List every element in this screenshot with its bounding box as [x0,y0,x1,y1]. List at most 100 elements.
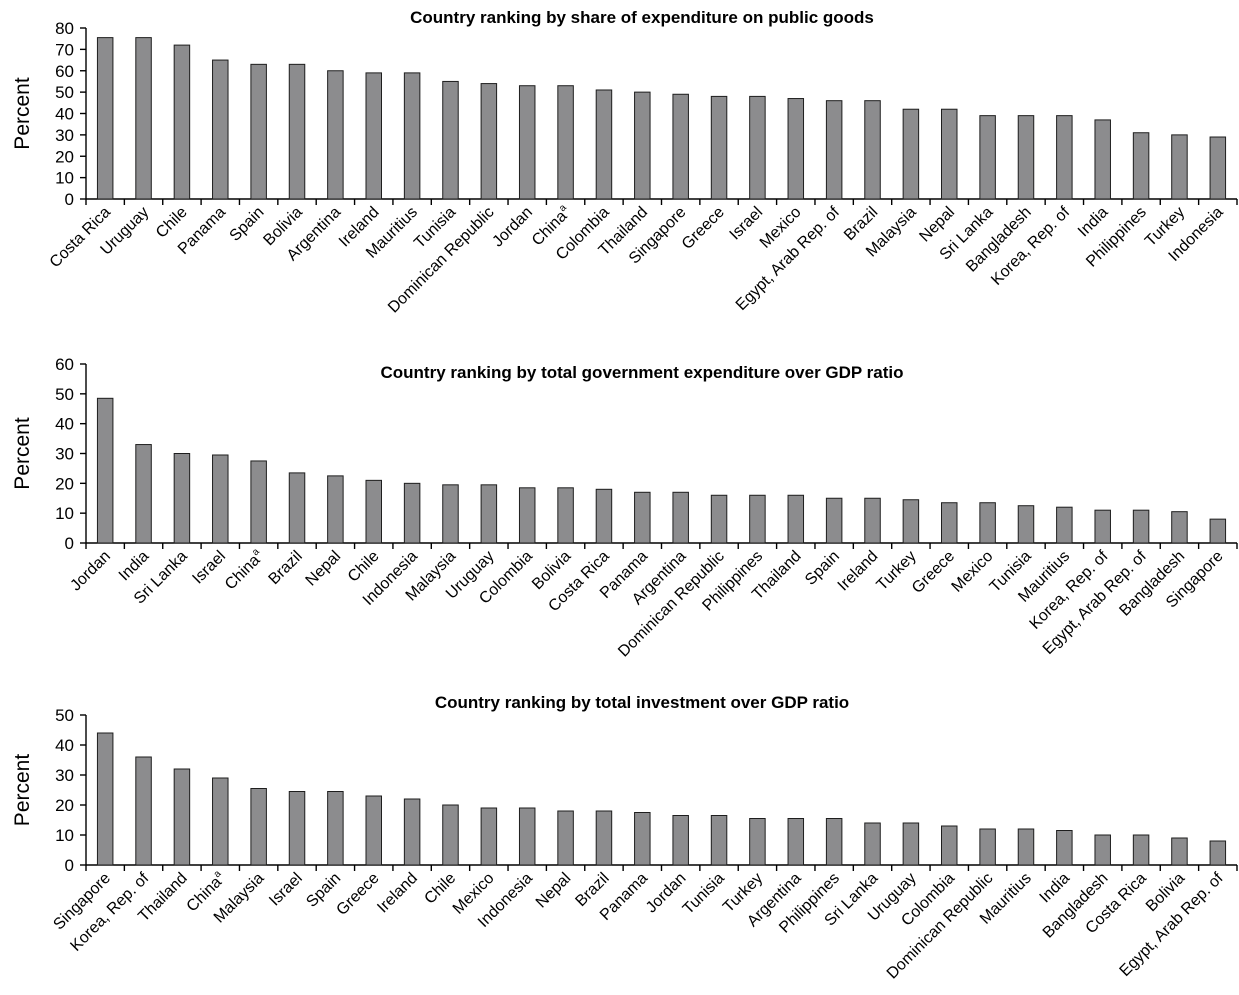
bar [135,756,152,866]
bar [1132,834,1150,866]
bar [1171,134,1188,200]
bar [135,444,152,544]
category-label-text: Nepal [533,870,575,912]
bar [825,818,843,866]
bar [288,472,306,544]
chart-title: Country ranking by total government expe… [381,363,904,382]
bar [787,98,805,200]
bar [1132,509,1150,544]
bar [710,494,728,544]
category-label: Nepal [533,870,575,912]
category-label: Brazil [266,548,306,588]
category-label: Costa Rica [47,204,114,271]
bar [212,777,229,866]
bar [557,487,574,544]
y-tick-label: 70 [55,40,74,59]
category-label: Mexico [949,548,997,596]
category-label: Greece [679,204,728,253]
category-label: Ireland [374,870,421,917]
bar [1209,136,1227,200]
bar [749,95,766,200]
y-tick-label: 50 [55,385,74,404]
bar [1209,518,1227,544]
category-label-text: Greece [909,548,958,597]
y-tick-label: 80 [55,19,74,38]
bar [518,807,536,866]
y-axis-label: Percent [11,754,34,827]
bar [96,732,114,866]
bar [634,812,651,866]
bar [557,85,574,200]
chart-government-expenditure-gdp: Country ranking by total government expe… [0,340,1239,660]
y-tick-label: 60 [55,62,74,81]
category-label-text: Greece [679,204,728,253]
chart-svg-3: Country ranking by total investment over… [11,693,1238,982]
bar [480,83,498,200]
bar [634,491,651,544]
y-tick-label: 30 [55,126,74,145]
chart-title: Country ranking by share of expenditure … [410,8,874,27]
bar [1171,837,1188,866]
bar [250,460,267,544]
category-label-text: Israel [266,870,306,910]
bar [96,37,114,200]
category-label-text: Jordan [489,204,536,251]
bar [173,453,191,544]
bar [864,100,881,200]
bar [825,100,843,200]
bar [902,499,920,544]
y-tick-label: 10 [55,826,74,845]
bar [403,72,421,200]
bar [979,502,996,544]
y-tick-label: 30 [55,766,74,785]
category-label: Jordan [489,204,536,251]
bar [135,37,152,200]
chart-investment-gdp: Country ranking by total investment over… [0,690,1239,995]
bar [212,59,229,200]
bar [941,502,958,544]
y-tick-label: 0 [65,534,74,553]
bar [1056,830,1073,866]
category-label-text: Nepal [303,548,345,590]
bar [327,475,344,544]
bar [442,484,459,544]
bar [672,491,689,544]
bar [1056,506,1073,544]
bar [557,810,574,866]
y-tick-label: 40 [55,415,74,434]
category-label: Ireland [835,548,882,595]
y-tick-label: 0 [65,190,74,209]
bar [864,822,881,866]
y-tick-label: 20 [55,474,74,493]
y-axis-label: Percent [11,417,34,490]
category-label-text: Mexico [949,548,997,596]
bar [749,818,766,866]
category-label-text: Jordan [67,548,114,595]
category-label: Chinaa [221,546,268,593]
bar [327,70,344,200]
bar [595,89,613,200]
category-label: Jordan [67,548,114,595]
bar [825,497,843,544]
bar [1094,834,1111,866]
bar [710,95,728,200]
bar [1132,132,1150,200]
bar [288,63,306,200]
bar [250,63,267,200]
bar [672,93,689,200]
bar [672,815,689,866]
bar [710,815,728,866]
bar [864,497,881,544]
category-label: Nepal [303,548,345,590]
y-tick-label: 20 [55,796,74,815]
bar [941,108,958,200]
category-label-text: Brazil [266,548,306,588]
y-tick-label: 10 [55,504,74,523]
bar [403,798,421,866]
bar [1209,840,1227,866]
bar [403,482,421,544]
bar [442,804,459,866]
bar [1171,511,1188,544]
y-tick-label: 50 [55,706,74,725]
y-tick-label: 50 [55,83,74,102]
